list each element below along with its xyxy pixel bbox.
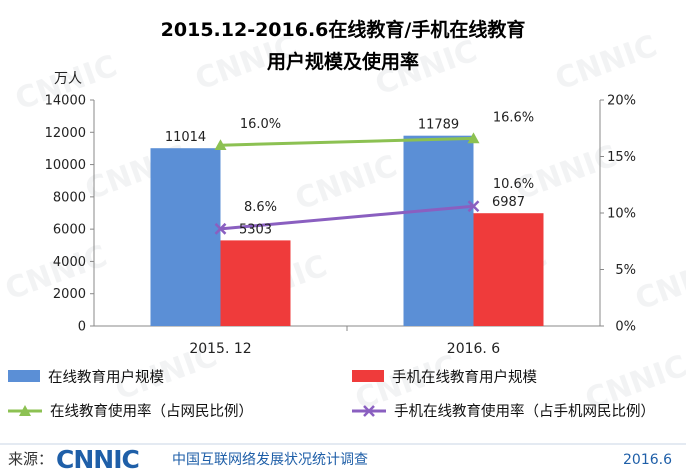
left-tick-label-2: 4000 [53,255,86,270]
legend-marker-1 [363,405,375,417]
bar-label-s1-c1: 6987 [492,195,525,210]
bar-label-s0-c0: 11014 [165,130,206,145]
data-labels: 11014 11789 5303 6987 16.0% 16.6% 8.6% 10.6% [165,110,534,237]
category-label-0: 2015. 12 [189,341,251,357]
right-tick-label-1: 5% [615,263,636,278]
line-series-0 [220,136,474,147]
watermark-text-3: CNNIC [551,29,662,98]
legend-label-bar-1: 手机在线教育用户规模 [392,369,537,386]
line-label-s0-c1: 16.6% [493,110,534,125]
bar-label-s0-c1: 11789 [418,118,459,133]
line-marker-s1-c0 [214,222,227,235]
left-axis-unit: 万人 [54,71,82,87]
right-tick-label-2: 10% [607,207,636,222]
footer-date: 2016.6 [623,452,672,468]
right-tick-label-3: 15% [607,150,636,165]
watermark-text-10: CNNIC [631,249,686,318]
axes: 0 2000 4000 6000 8000 10000 12000 14000 0% 5% 10% 1… [45,94,636,358]
line-label-s0-c0: 16.0% [240,117,281,132]
line-label-s1-c1: 10.6% [493,177,534,192]
bar-label-s1-c0: 5303 [239,222,272,237]
legend-label-line-1: 手机在线教育使用率（占手机网民比例） [394,403,655,420]
footer-source-label: 来源： [8,450,53,468]
left-tick-label-3: 6000 [53,223,86,238]
left-tick-label-6: 12000 [45,126,86,141]
bar-s1-c1 [473,213,544,326]
bar-s0-c0 [150,148,221,326]
chart-title-line-1: 2015.12-2016.6在线教育/手机在线教育 [161,18,526,41]
line-label-s1-c0: 8.6% [244,200,277,215]
right-tick-label-0: 0% [615,320,636,335]
chart-title-line-2: 用户规模及使用率 [267,50,419,73]
line-marker-s1-c1 [467,200,480,213]
bar-s0-c1 [403,135,474,326]
legend-swatch-bar-0 [8,370,40,382]
bars [150,135,544,326]
left-tick-label-7: 14000 [45,94,86,109]
left-tick-label-1: 2000 [53,287,86,302]
cnnic-logo-text: CNNIC [56,445,139,473]
legend-label-line-0: 在线教育使用率（占网民比例） [50,403,253,420]
right-tick-label-4: 20% [607,94,636,109]
watermark-text-5: CNNIC [291,149,402,218]
line-marker-s0-c0 [214,139,227,150]
line-marker-s0-c1 [467,132,480,144]
left-tick-label-5: 10000 [45,158,86,173]
lines [214,132,480,235]
bar-s1-c0 [220,240,291,326]
legend-label-bar-0: 在线教育用户规模 [48,369,164,386]
footer-org-name: 中国互联网络发展状况统计调查 [172,452,368,468]
category-label-1: 2016. 6 [447,341,501,357]
left-tick-label-4: 8000 [53,190,86,205]
cnnic-logo: CNNIC [56,445,140,473]
legend-marker-0 [19,405,31,416]
legend-swatch-bar-1 [352,370,384,382]
line-series-1 [220,204,474,231]
watermark-text-6: CNNIC [511,139,622,208]
left-tick-label-0: 0 [78,320,86,335]
